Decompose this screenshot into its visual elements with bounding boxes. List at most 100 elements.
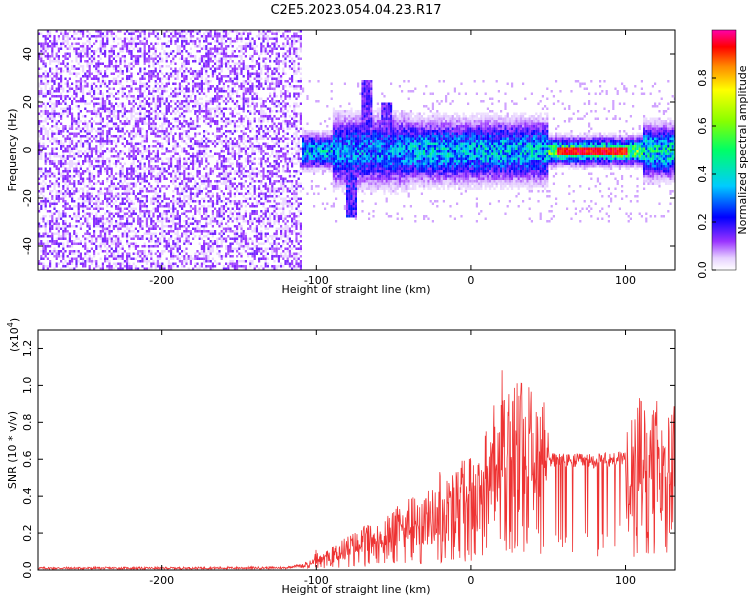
heatmap-cell: [115, 55, 118, 58]
heatmap-cell: [141, 257, 144, 260]
heatmap-cell: [165, 247, 168, 250]
heatmap-cell: [55, 75, 58, 78]
heatmap-cell: [165, 245, 168, 248]
heatmap-cell: [86, 130, 89, 133]
heatmap-cell: [97, 72, 100, 75]
heatmap-cell: [211, 140, 214, 143]
heatmap-cell: [51, 50, 54, 53]
heatmap-cell: [152, 87, 155, 90]
heatmap-cell: [205, 45, 208, 48]
heatmap-cell: [110, 182, 113, 185]
heatmap-cell: [240, 252, 243, 255]
heatmap-cell: [99, 57, 102, 60]
heatmap-cell: [38, 90, 41, 93]
heatmap-cell: [238, 95, 241, 98]
heatmap-cell: [119, 175, 122, 178]
heatmap-cell: [165, 162, 168, 165]
heatmap-cell: [183, 177, 186, 180]
heatmap-cell: [148, 215, 151, 218]
heatmap-cell: [205, 222, 208, 225]
heatmap-cell: [148, 102, 151, 105]
heatmap-cell: [214, 187, 217, 190]
heatmap-cell: [196, 172, 199, 175]
heatmap-cell: [99, 50, 102, 53]
heatmap-cell: [231, 50, 234, 53]
heatmap-cell: [101, 75, 104, 78]
heatmap-cell: [154, 125, 157, 128]
heatmap-cell: [53, 90, 56, 93]
heatmap-cell: [44, 105, 47, 108]
heatmap-cell: [159, 205, 162, 208]
heatmap-cell: [145, 230, 148, 233]
heatmap-cell: [93, 112, 96, 115]
heatmap-cell: [139, 260, 142, 263]
heatmap-cell: [205, 55, 208, 58]
heatmap-cell: [231, 242, 234, 245]
heatmap-cell: [242, 117, 245, 120]
heatmap-cell: [68, 192, 71, 195]
heatmap-cell: [57, 185, 60, 188]
heatmap-cell: [196, 152, 199, 155]
heatmap-cell: [159, 267, 162, 270]
heatmap-cell: [148, 157, 151, 160]
heatmap-cell: [117, 90, 120, 93]
heatmap-cell: [62, 130, 65, 133]
heatmap-cell: [71, 107, 74, 110]
heatmap-cell: [112, 227, 115, 230]
heatmap-cell: [68, 260, 71, 263]
heatmap-cell: [159, 240, 162, 243]
heatmap-cell: [137, 150, 140, 153]
heatmap-cell: [163, 152, 166, 155]
heatmap-cell: [211, 200, 214, 203]
heatmap-cell: [55, 265, 58, 268]
heatmap-cell: [196, 72, 199, 75]
heatmap-cell: [152, 222, 155, 225]
heatmap-cell: [207, 87, 210, 90]
heatmap-cell: [60, 142, 63, 145]
heatmap-cell: [139, 192, 142, 195]
heatmap-cell: [93, 50, 96, 53]
heatmap-cell: [156, 102, 159, 105]
heatmap-cell: [106, 267, 109, 270]
heatmap-cell: [57, 127, 60, 130]
heatmap-cell: [117, 195, 120, 198]
heatmap-cell: [93, 87, 96, 90]
heatmap-cell: [79, 222, 82, 225]
heatmap-cell: [233, 267, 236, 270]
heatmap-cell: [123, 250, 126, 253]
heatmap-cell: [167, 165, 170, 168]
heatmap-cell: [62, 152, 65, 155]
heatmap-cell: [198, 40, 201, 43]
heatmap-cell: [66, 145, 69, 148]
heatmap-cell: [218, 197, 221, 200]
heatmap-cell: [203, 65, 206, 68]
heatmap-cell: [209, 117, 212, 120]
heatmap-cell: [40, 132, 43, 135]
heatmap-cell: [207, 57, 210, 60]
heatmap-cell: [112, 185, 115, 188]
heatmap-cell: [119, 247, 122, 250]
heatmap-cell: [159, 95, 162, 98]
heatmap-cell: [132, 177, 135, 180]
heatmap-cell: [209, 265, 212, 268]
heatmap-cell: [73, 212, 76, 215]
heatmap-cell: [95, 182, 98, 185]
heatmap-cell: [220, 165, 223, 168]
heatmap-cell: [145, 57, 148, 60]
heatmap-cell: [222, 55, 225, 58]
heatmap-cell: [181, 207, 184, 210]
heatmap-cell: [106, 122, 109, 125]
heatmap-cell: [185, 195, 188, 198]
heatmap-cell: [192, 87, 195, 90]
heatmap-cell: [233, 155, 236, 158]
heatmap-cell: [152, 60, 155, 63]
heatmap-cell: [189, 70, 192, 73]
heatmap-cell: [49, 182, 52, 185]
heatmap-cell: [93, 57, 96, 60]
heatmap-cell: [62, 177, 65, 180]
heatmap-cell: [112, 255, 115, 258]
heatmap-cell: [121, 47, 124, 50]
heatmap-cell: [79, 155, 82, 158]
heatmap-cell: [42, 35, 45, 38]
heatmap-cell: [148, 190, 151, 193]
